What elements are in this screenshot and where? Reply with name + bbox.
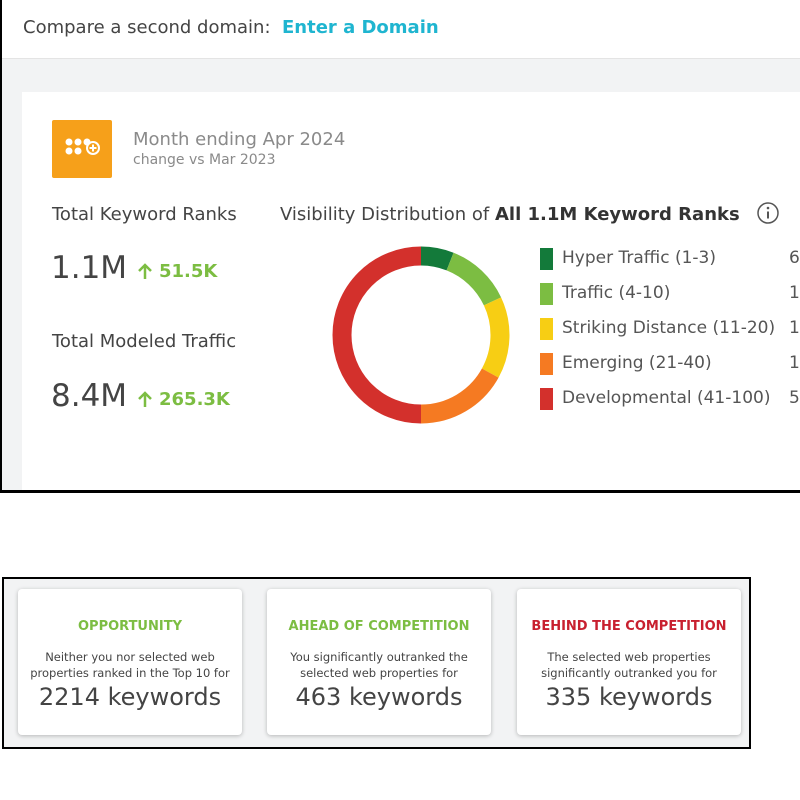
legend-item: Developmental (41-100) 5 <box>540 388 800 412</box>
donut-segment <box>446 252 502 306</box>
legend-label: Striking Distance (11-20) <box>562 318 776 338</box>
legend-label: Hyper Traffic (1-3) <box>562 248 716 268</box>
legend-swatch <box>540 248 553 270</box>
legend-item: Traffic (4-10) 1 <box>540 283 800 307</box>
legend-value: 6 <box>789 248 800 268</box>
card-title: BEHIND THE COMPETITION <box>531 619 727 634</box>
donut-segment <box>420 246 454 271</box>
legend-value: 1 <box>789 283 800 303</box>
legend-value: 1 <box>789 353 800 373</box>
info-icon[interactable] <box>756 201 780 225</box>
legend-item: Emerging (21-40) 1 <box>540 353 800 377</box>
donut-segment <box>481 297 510 378</box>
card-count: 463 keywords <box>295 683 463 711</box>
distribution-title: Visibility Distribution of All 1.1M Keyw… <box>280 204 740 225</box>
legend-swatch <box>540 318 553 340</box>
donut-segment <box>420 368 499 424</box>
donut-chart <box>332 246 510 424</box>
metric-change: 51.5K <box>159 261 218 282</box>
metric-value: 8.4M <box>51 378 128 414</box>
icon <box>52 120 112 178</box>
legend-swatch <box>540 283 553 305</box>
icon-glyph <box>65 138 100 155</box>
legend-label: Traffic (4-10) <box>562 283 671 303</box>
stat-card: AHEAD OF COMPETITION You significantly ou… <box>267 589 491 735</box>
summary-card <box>22 92 800 490</box>
legend-label: Emerging (21-40) <box>562 353 712 373</box>
card-title: AHEAD OF COMPETITION <box>288 619 470 634</box>
title-prefix: Visibility Distribution of <box>280 204 490 225</box>
donut-segment <box>332 246 422 424</box>
legend: Hyper Traffic (1-3) 6 Traffic (4-10) 1 Strik… <box>540 248 800 418</box>
legend-item: Hyper Traffic (1-3) 6 <box>540 248 800 272</box>
card-text: Neither you nor selected web properties … <box>30 650 230 680</box>
up-arrow <box>138 263 152 279</box>
top-bar <box>2 0 800 59</box>
card-text: The selected web properties significantl… <box>541 650 717 680</box>
legend-swatch <box>540 353 553 375</box>
legend-value: 1 <box>789 318 800 338</box>
comparison: change vs Mar 2023 <box>133 152 276 168</box>
stat-card: BEHIND THE COMPETITION The selected web p… <box>517 589 741 735</box>
card-count: 335 keywords <box>545 683 713 711</box>
up-arrow <box>138 391 152 407</box>
metric-label: Total Modeled Traffic <box>52 331 237 352</box>
enter-domain-link[interactable]: Enter a Domain <box>282 17 439 38</box>
period: Month ending Apr 2024 <box>133 129 346 150</box>
compare-prompt: Compare a second domain: <box>23 17 271 38</box>
card-text: You significantly outranked the selected… <box>290 650 468 680</box>
legend-item: Striking Distance (11-20) 1 <box>540 318 800 342</box>
legend-value: 5 <box>789 388 800 408</box>
legend-label: Developmental (41-100) <box>562 388 771 408</box>
card-count: 2214 keywords <box>38 683 222 711</box>
metric-label: Total Keyword Ranks <box>52 204 237 225</box>
metric-change: 265.3K <box>159 389 230 410</box>
card-title: OPPORTUNITY <box>77 619 182 634</box>
legend-swatch <box>540 388 553 410</box>
stat-card: OPPORTUNITY Neither you nor selected web … <box>18 589 242 735</box>
title-bold: All 1.1M Keyword Ranks <box>494 204 740 225</box>
metric-value: 1.1M <box>51 250 128 286</box>
